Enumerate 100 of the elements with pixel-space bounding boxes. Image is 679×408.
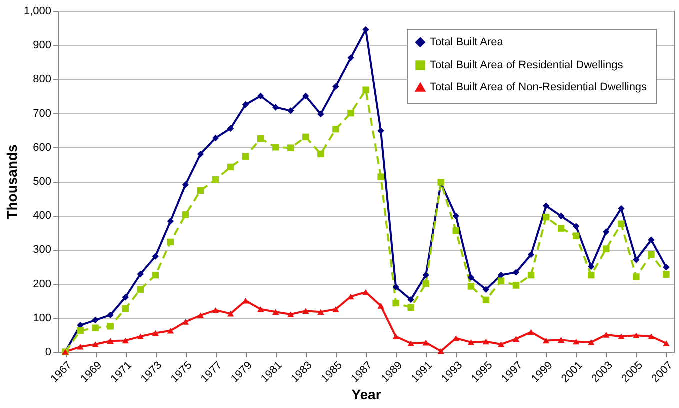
- point: [332, 83, 340, 90]
- point: [663, 271, 670, 278]
- y-tick-label: 300: [33, 244, 52, 256]
- point: [332, 126, 340, 133]
- y-tick-label: 800: [33, 74, 52, 86]
- point: [152, 272, 160, 279]
- point: [107, 338, 114, 344]
- point: [152, 330, 160, 336]
- point: [558, 212, 565, 220]
- y-tick-label: 900: [33, 40, 52, 52]
- point: [542, 214, 550, 221]
- point: [528, 329, 535, 336]
- point: [272, 144, 280, 151]
- y-tick-label: 600: [33, 142, 52, 154]
- y-tick-label: 1,000: [24, 6, 52, 18]
- point: [122, 338, 129, 344]
- point: [378, 128, 384, 134]
- point: [378, 174, 384, 180]
- point: [288, 144, 294, 152]
- point: [122, 294, 129, 301]
- point: [588, 263, 595, 270]
- y-tick-label: 500: [33, 176, 52, 188]
- point: [288, 108, 294, 114]
- y-tick-label: 700: [33, 108, 52, 120]
- point: [422, 340, 430, 346]
- point: [332, 306, 340, 312]
- point: [197, 150, 204, 158]
- point: [438, 348, 444, 354]
- point: [572, 223, 580, 230]
- y-tick-label: 0: [45, 346, 52, 358]
- point: [92, 342, 99, 348]
- point: [633, 332, 640, 339]
- legend-label: Total Built Area of Non-Residential Dwellings: [430, 82, 648, 94]
- point: [482, 338, 490, 345]
- point: [302, 92, 310, 100]
- point: [452, 335, 460, 342]
- point: [77, 344, 84, 350]
- point: [558, 337, 565, 343]
- point: [242, 101, 250, 108]
- point: [348, 294, 354, 300]
- point: [212, 307, 220, 314]
- point: [663, 264, 670, 271]
- point: [498, 342, 505, 348]
- point: [498, 272, 505, 279]
- point: [542, 338, 550, 344]
- point: [167, 238, 174, 246]
- point: [378, 303, 384, 309]
- point: [242, 153, 250, 160]
- point: [167, 328, 174, 334]
- point: [272, 309, 280, 316]
- point: [212, 134, 220, 142]
- point: [152, 253, 160, 260]
- point: [558, 225, 565, 232]
- point: [572, 338, 580, 345]
- point: [512, 282, 520, 289]
- point: [182, 319, 190, 325]
- point: [468, 283, 475, 290]
- point: [182, 212, 190, 218]
- point: [107, 323, 114, 330]
- point: [422, 280, 430, 288]
- x-axis-title: Year: [352, 386, 382, 403]
- point: [362, 86, 370, 94]
- y-axis-title: Thousands: [4, 144, 20, 220]
- point: [618, 205, 625, 212]
- point: [468, 274, 475, 282]
- point: [603, 246, 610, 252]
- legend-label: Total Built Area of Residential Dwellings: [430, 60, 624, 72]
- point: [422, 272, 430, 279]
- point: [137, 286, 144, 293]
- point: [197, 312, 204, 318]
- point: [663, 340, 670, 346]
- point: [362, 289, 370, 296]
- point: [302, 308, 310, 314]
- y-tick-label: 400: [33, 210, 52, 222]
- point: [648, 251, 655, 258]
- point: [528, 251, 535, 258]
- point: [167, 218, 174, 225]
- point: [588, 272, 595, 279]
- point: [618, 334, 625, 340]
- point: [408, 296, 414, 304]
- point: [257, 92, 264, 100]
- point: [588, 340, 595, 346]
- point: [633, 274, 640, 280]
- point: [318, 309, 324, 316]
- legend-label: Total Built Area: [430, 36, 504, 48]
- point: [512, 336, 520, 342]
- point: [182, 182, 190, 188]
- point: [137, 334, 144, 340]
- point: [392, 284, 400, 291]
- point: [318, 150, 324, 158]
- point: [392, 300, 400, 307]
- point: [498, 278, 505, 284]
- point: [122, 305, 129, 312]
- point: [408, 304, 414, 312]
- point: [197, 187, 204, 194]
- point: [348, 54, 354, 62]
- point: [528, 272, 535, 279]
- point: [92, 324, 99, 332]
- point: [318, 110, 324, 118]
- point: [348, 110, 354, 117]
